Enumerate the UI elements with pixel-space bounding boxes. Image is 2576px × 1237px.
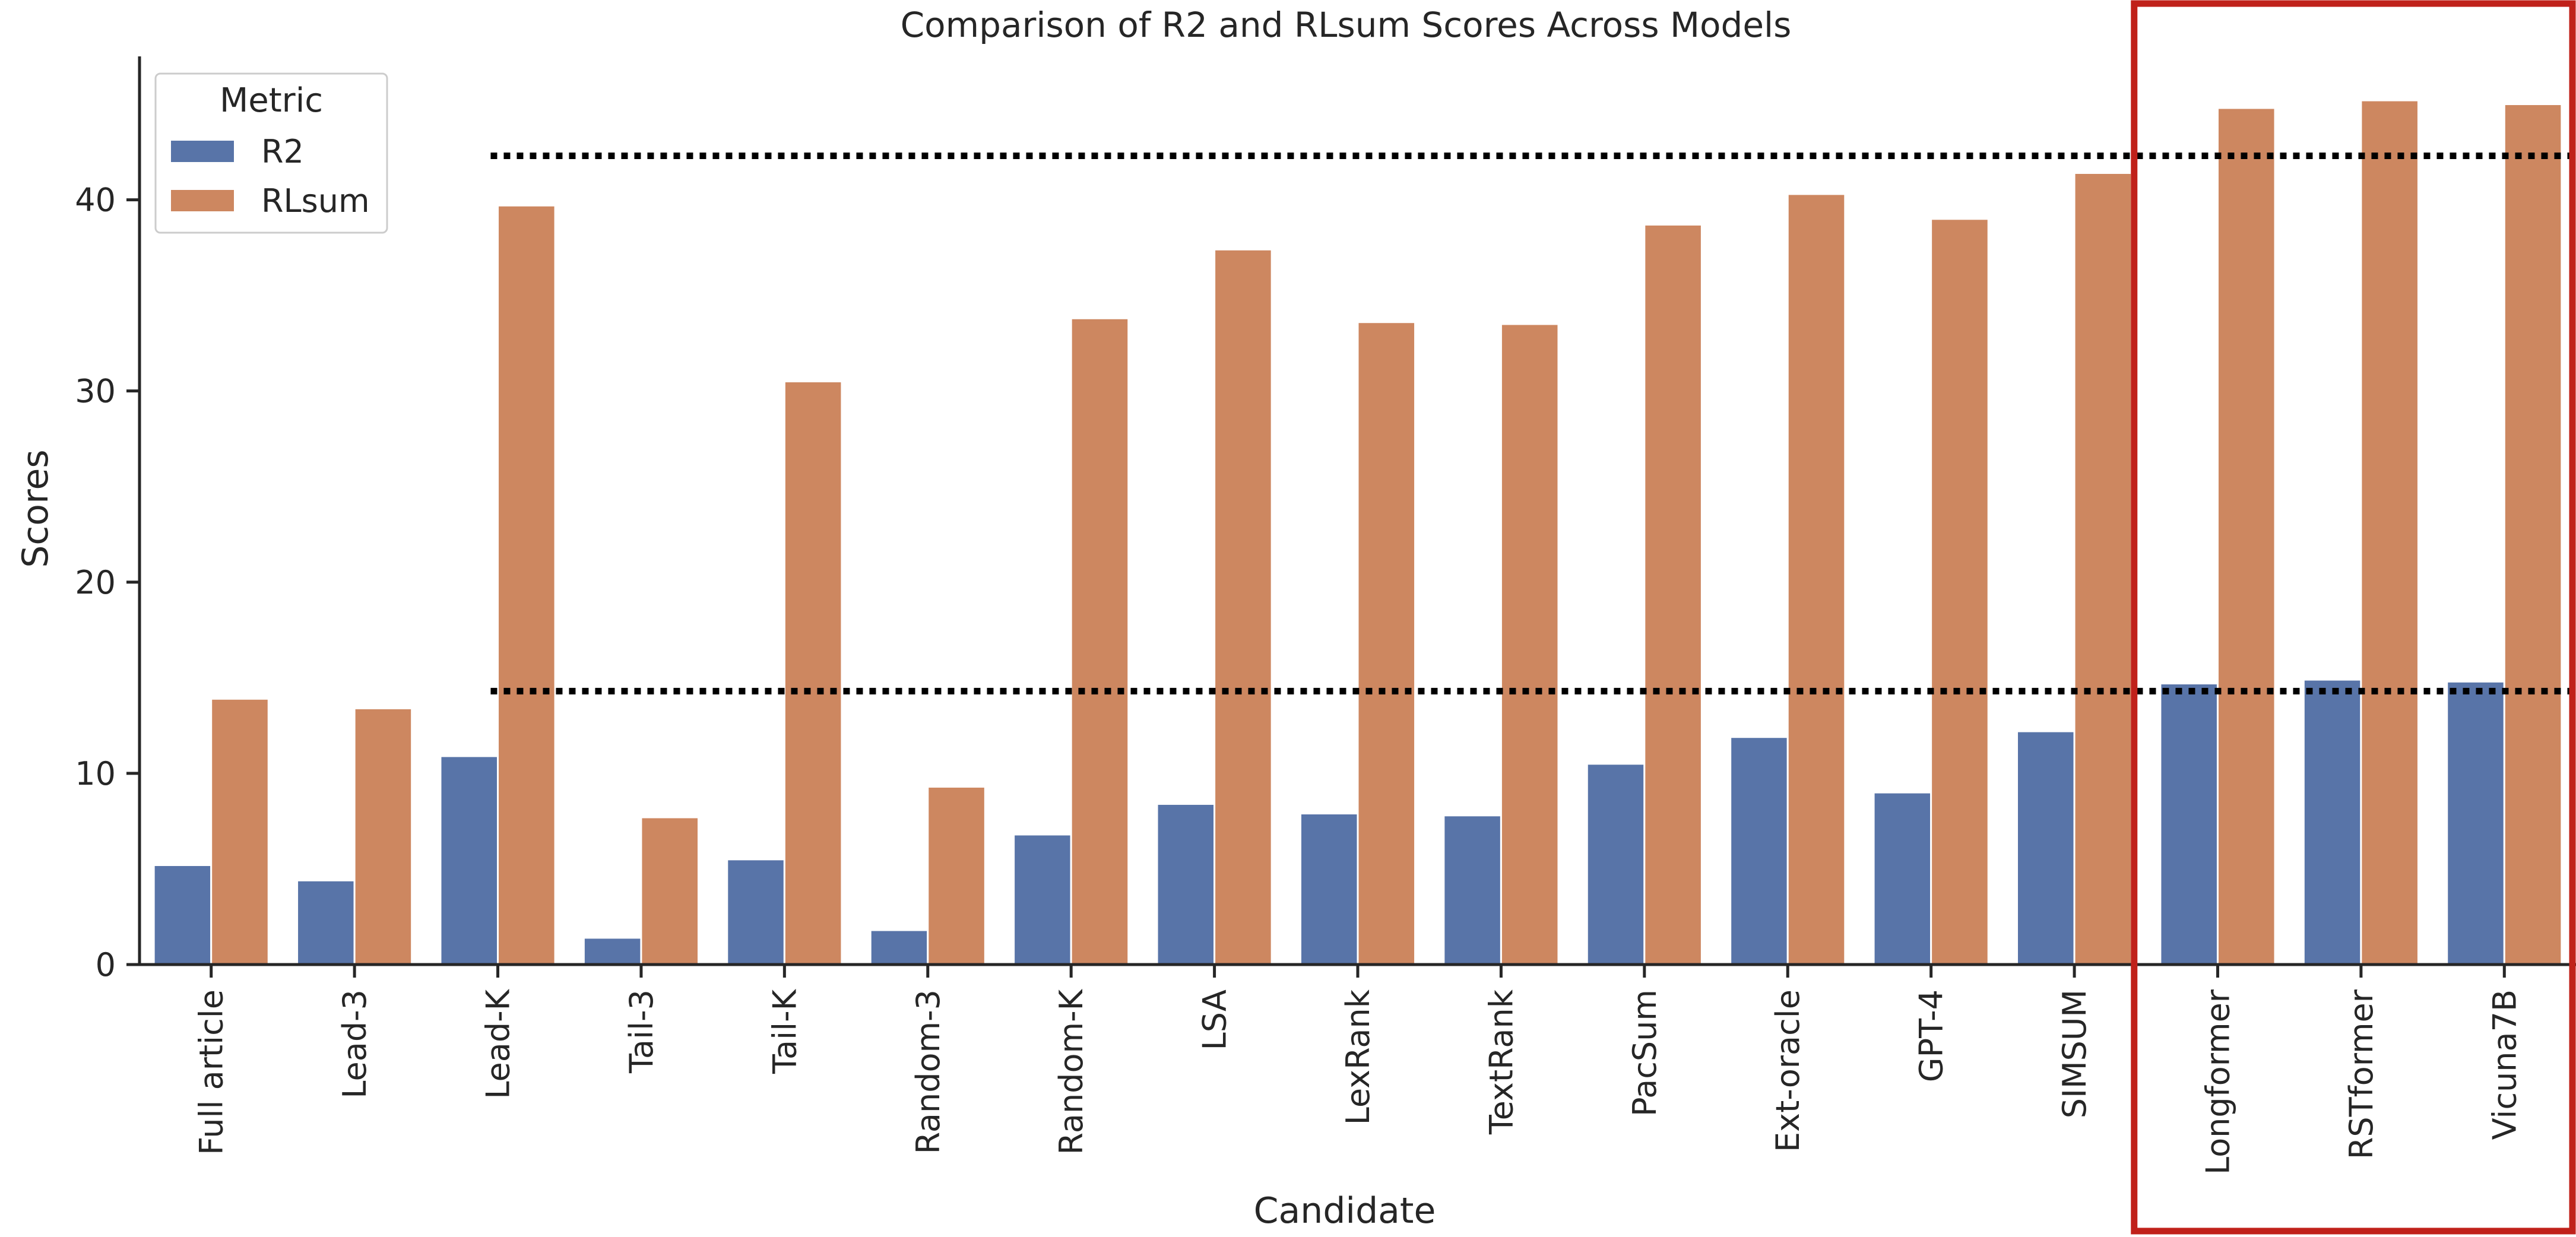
- bar-r2-ext-oracle: [1729, 736, 1789, 966]
- bar-rlsum-tail-3: [640, 816, 700, 966]
- bar-rlsum-random-k: [1070, 317, 1130, 966]
- x-tick-label-tail-k: Tail-K: [766, 988, 803, 1074]
- bar-r2-vicuna7b: [2446, 680, 2505, 966]
- legend: Metric R2 RLsum: [154, 72, 388, 234]
- x-tick-label-textrank: TextRank: [1482, 989, 1520, 1135]
- x-tick-label-lsa: LSA: [1196, 989, 1234, 1050]
- bar-r2-lexrank: [1299, 813, 1359, 966]
- x-tick-label-lexrank: LexRank: [1339, 989, 1377, 1125]
- x-tick-label-random-k: Random-K: [1053, 988, 1090, 1154]
- bar-rlsum-ext-oracle: [1786, 193, 1846, 966]
- y-ticks-layer: 0 10 20 30 40: [75, 182, 140, 984]
- bar-r2-lsa: [1156, 803, 1216, 966]
- bar-rlsum-simsum: [2073, 172, 2133, 966]
- bar-rlsum-full-article: [210, 697, 270, 966]
- bar-r2-tail-k: [726, 858, 785, 966]
- bar-rlsum-longformer: [2216, 107, 2276, 966]
- legend-swatch-r2: [171, 141, 234, 162]
- bar-rlsum-gpt-4: [1930, 218, 1989, 966]
- bar-r2-full-article: [153, 864, 213, 966]
- legend-swatch-rlsum: [171, 190, 234, 211]
- x-tick-label-simsum: SIMSUM: [2056, 989, 2093, 1118]
- x-tick-label-rstformer: RSTformer: [2343, 989, 2380, 1159]
- y-axis-title: Scores: [15, 449, 56, 567]
- highlight-box: [2131, 0, 2576, 1235]
- x-tick-label-ext-oracle: Ext-oracle: [1769, 989, 1807, 1152]
- bar-r2-pacsum: [1586, 763, 1646, 966]
- y-tick-label-30: 30: [75, 373, 116, 410]
- bar-rlsum-lead-3: [353, 707, 413, 966]
- x-tick-label-lead-k: Lead-K: [480, 988, 517, 1099]
- reference-lines-layer: [490, 152, 2576, 694]
- x-tick-label-random-3: Random-3: [910, 989, 947, 1154]
- bar-rlsum-lexrank: [1357, 321, 1417, 966]
- bar-rlsum-random-3: [927, 785, 986, 966]
- x-tick-label-lead-3: Lead-3: [336, 989, 373, 1099]
- bar-r2-random-k: [1013, 833, 1072, 966]
- x-ticks-layer: Full article Lead-3 Lead-K Tail-3 Tail-K Rand…: [193, 965, 2523, 1175]
- x-tick-label-tail-3: Tail-3: [623, 989, 660, 1074]
- x-tick-label-pacsum: PacSum: [1626, 989, 1664, 1117]
- bar-r2-lead-k: [439, 755, 499, 966]
- legend-label-r2: R2: [261, 133, 304, 170]
- bar-rlsum-lead-k: [497, 204, 556, 966]
- bar-r2-longformer: [2159, 683, 2219, 966]
- x-tick-label-full-article: Full article: [193, 989, 230, 1155]
- y-tick-label-10: 10: [75, 755, 116, 792]
- y-tick-label-0: 0: [96, 946, 116, 984]
- bar-r2-simsum: [2016, 730, 2076, 966]
- legend-title: Metric: [220, 81, 323, 120]
- x-tick-label-gpt-4: GPT-4: [1913, 989, 1950, 1082]
- bar-r2-gpt-4: [1872, 791, 1932, 966]
- bar-r2-textrank: [1443, 814, 1502, 966]
- bar-rlsum-lsa: [1213, 248, 1273, 966]
- x-tick-label-longformer: Longformer: [2199, 989, 2236, 1175]
- bar-r2-lead-3: [296, 879, 356, 966]
- y-tick-label-40: 40: [75, 182, 116, 219]
- bar-rlsum-rstformer: [2360, 99, 2419, 966]
- chart-title: Comparison of R2 and RLsum Scores Across…: [901, 5, 1792, 45]
- y-tick-label-20: 20: [75, 564, 116, 601]
- bar-rlsum-textrank: [1500, 323, 1560, 966]
- bar-r2-random-3: [869, 929, 929, 966]
- legend-label-rlsum: RLsum: [261, 182, 370, 220]
- bar-rlsum-pacsum: [1643, 223, 1703, 966]
- bar-r2-rstformer: [2302, 678, 2362, 966]
- x-tick-label-vicuna7b: Vicuna7B: [2486, 989, 2523, 1140]
- bar-rlsum-tail-k: [783, 380, 843, 966]
- bar-r2-tail-3: [582, 937, 642, 966]
- bars-layer: [153, 99, 2563, 966]
- x-axis-title: Candidate: [1254, 1190, 1436, 1232]
- bar-rlsum-vicuna7b: [2503, 103, 2563, 966]
